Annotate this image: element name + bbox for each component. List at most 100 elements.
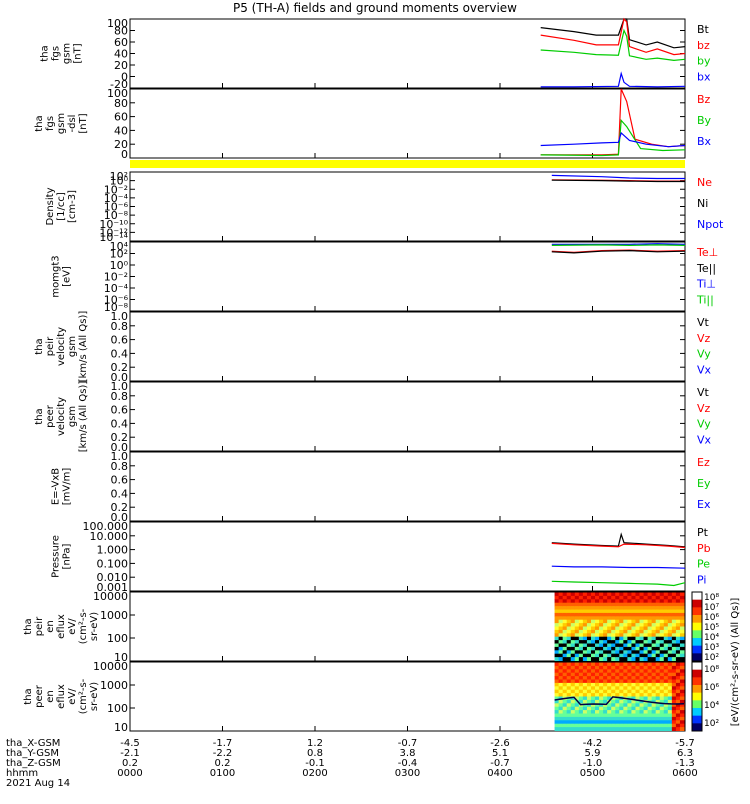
xaxis-value: 3.8 — [400, 748, 416, 759]
spectrogram-cell — [603, 669, 608, 674]
spectrogram-cell — [659, 602, 665, 607]
ytick-label-peir_eflux: 1000 — [100, 609, 128, 622]
spectrogram-cell — [599, 672, 604, 677]
spectrogram-cell — [578, 682, 584, 687]
spectrogram-cell — [643, 689, 649, 694]
spectrogram-cell — [566, 716, 572, 721]
spectrogram-cell — [659, 710, 665, 714]
spectrogram-cell — [647, 706, 653, 711]
spectrogram-cell — [655, 686, 661, 691]
spectrogram-cell — [554, 665, 560, 670]
spectrogram-cell — [590, 696, 596, 701]
spectrogram-cell — [586, 693, 592, 697]
spectrogram-cell — [558, 612, 564, 617]
spectrogram-cell — [631, 650, 636, 655]
ytick-label-peir_eflux: 10 — [114, 651, 128, 664]
spectrogram-cell — [590, 669, 596, 674]
spectrogram-cell — [623, 629, 628, 634]
legend-moms_temp: Te⊥ — [696, 246, 718, 259]
spectrogram-cell — [570, 633, 576, 638]
ylabel-peer_eflux: en — [45, 690, 56, 703]
series-pressure-Pi — [551, 565, 686, 569]
spectrogram-cell — [582, 679, 588, 684]
spectrogram-cell — [679, 657, 685, 661]
spectrogram-cell — [578, 662, 584, 667]
spectrogram-cell — [671, 592, 677, 597]
spectrogram-cell — [578, 643, 584, 648]
spectrogram-cell — [582, 716, 588, 721]
spectrogram-cell — [659, 653, 665, 658]
spectrogram-cell — [619, 713, 624, 718]
spectrogram-cell — [615, 633, 620, 638]
spectrogram-cell — [554, 616, 560, 621]
spectrogram-cell — [635, 619, 641, 624]
spectrogram-cell — [619, 657, 624, 661]
spectrogram-cell — [554, 703, 560, 708]
spectrogram-cell — [639, 720, 645, 725]
legend-efield: Ey — [697, 477, 711, 490]
spectrogram-cell — [582, 657, 588, 661]
spectrogram-cell — [647, 657, 653, 661]
ylabel-peer_velocity: [km/s (All Qs)] — [78, 381, 89, 453]
spectrogram-cell — [558, 723, 564, 728]
spectrogram-cell — [667, 713, 673, 718]
spectrogram-cell — [586, 653, 592, 658]
spectrogram-cell — [623, 612, 628, 617]
spectrogram-cell — [639, 672, 645, 677]
spectrogram-cell — [611, 609, 616, 614]
spectrogram-cell — [639, 609, 645, 614]
spectrogram-cell — [574, 595, 580, 600]
spectrogram-cell — [639, 606, 645, 610]
spectrogram-cell — [643, 626, 649, 631]
spectrogram-cell — [631, 693, 636, 697]
spectrogram-cell — [635, 592, 641, 597]
spectrogram-cell — [558, 592, 564, 597]
spectrogram-cell — [574, 626, 580, 631]
spectrogram-cell — [619, 710, 624, 714]
spectrogram-cell — [659, 623, 665, 627]
spectrogram-cell — [562, 640, 568, 644]
spectrogram-cell — [679, 633, 685, 638]
spectrogram-cell — [659, 626, 665, 631]
spectrogram-cell — [651, 682, 657, 687]
ytick-label-fgs_gsm_dsl: 20 — [114, 138, 128, 151]
colorbar-peer-segment — [692, 662, 702, 671]
spectrogram-cell — [667, 636, 673, 641]
spectrogram-cell — [623, 657, 628, 661]
spectrogram-cell — [611, 665, 616, 670]
spectrogram-cell — [578, 606, 584, 610]
spectrogram-cell — [570, 679, 576, 684]
spectrogram-cell — [667, 599, 673, 604]
spectrogram-cell — [659, 716, 665, 721]
spectrogram-cell — [627, 640, 632, 644]
spectrogram-cell — [635, 602, 641, 607]
spectrogram-cell — [611, 629, 616, 634]
spectrogram-cell — [659, 662, 665, 667]
spectrogram-cell — [590, 619, 596, 624]
ytick-label-peir_velocity: 0.2 — [111, 361, 129, 374]
ytick-label-fgs_gsm_dsl: 40 — [114, 124, 128, 137]
spectrogram-cell — [659, 672, 665, 677]
spectrogram-cell — [639, 636, 645, 641]
spectrogram-cell — [578, 679, 584, 684]
spectrogram-cell — [607, 657, 612, 661]
spectrogram-cell — [663, 672, 669, 677]
ylabel-fgs_gsm_dsl: gsm — [56, 113, 67, 134]
spectrogram-cell — [595, 662, 600, 667]
ytick-label-moms_temp: 10⁴ — [110, 240, 129, 253]
spectrogram-cell — [570, 623, 576, 627]
spectrogram-cell — [590, 689, 596, 694]
spectrogram-cell — [607, 686, 612, 691]
spectrogram-cell — [619, 592, 624, 597]
spectrogram-cell — [643, 633, 649, 638]
spectrogram-cell — [611, 676, 616, 680]
spectrogram-cell — [607, 676, 612, 680]
spectrogram-cell — [578, 616, 584, 621]
spectrogram-cell — [570, 676, 576, 680]
spectrogram-cell — [643, 653, 649, 658]
spectrogram-cell — [566, 682, 572, 687]
spectrogram-cell — [570, 619, 576, 624]
spectrogram-cell — [647, 679, 653, 684]
spectrogram-cell — [590, 626, 596, 631]
spectrogram-cell — [582, 727, 588, 731]
